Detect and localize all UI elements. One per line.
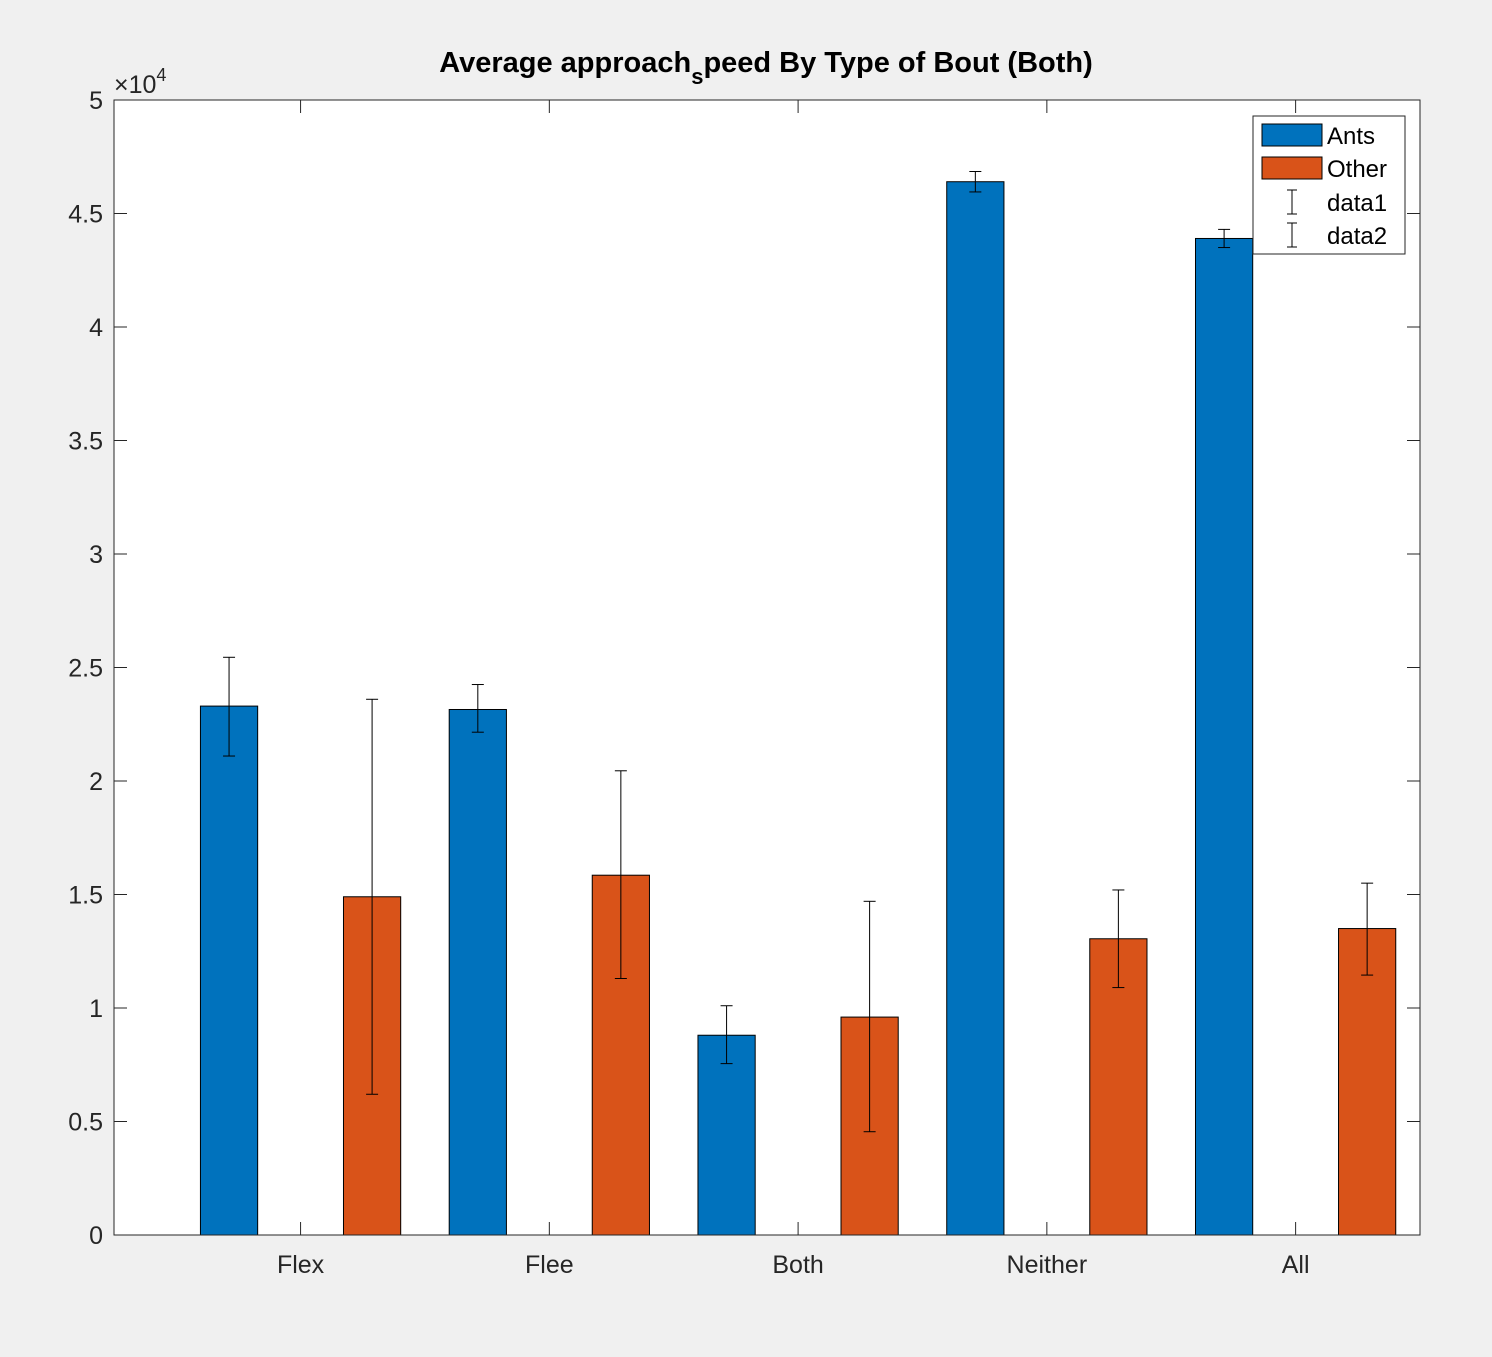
- errorbar-ants-all: [1218, 228, 1231, 249]
- bar-other-all: [1338, 928, 1397, 1236]
- x-tick-label-flex: Flex: [277, 1251, 325, 1279]
- y-tick-label: 2: [89, 768, 103, 796]
- y-tick-label: 0: [89, 1222, 103, 1250]
- y-tick-label: 5: [89, 87, 103, 115]
- bar-ants-flex: [199, 705, 259, 1236]
- errorbar-other-all: [1361, 882, 1374, 976]
- y-tick-label: 1: [89, 995, 103, 1023]
- bar-ants-neither: [946, 181, 1005, 1236]
- title-main: Average approach: [439, 47, 691, 79]
- legend-item-other[interactable]: Other: [1261, 156, 1387, 183]
- errorbar-other-flee: [614, 770, 627, 979]
- legend-swatch: [1261, 156, 1323, 180]
- x-tick-label-all: All: [1282, 1251, 1310, 1279]
- y-exponent-base: ×10: [114, 71, 156, 99]
- errorbar-other-both: [863, 900, 876, 1133]
- ticks-layer: [114, 99, 1420, 1236]
- bars-layer: [199, 181, 1397, 1236]
- legend-item-data1[interactable]: data1: [1287, 189, 1387, 217]
- legend-label: Ants: [1327, 123, 1375, 150]
- errorbar-other-flex: [366, 698, 379, 1095]
- y-tick-label: 4.5: [68, 201, 103, 229]
- legend-label: Other: [1327, 156, 1387, 183]
- legend-label: data2: [1327, 223, 1387, 250]
- legend-label: data1: [1327, 190, 1387, 217]
- chart-title: Average approachspeed By Type of Bout (B…: [439, 47, 1093, 89]
- errorbar-ants-flex: [223, 656, 236, 757]
- y-tick-label: 3: [89, 541, 103, 569]
- y-tick-labels: 0 0.5 1 1.5 2 2.5 3 3.5 4 4.5 5: [68, 87, 103, 1250]
- legend-item-ants[interactable]: Ants: [1261, 123, 1375, 150]
- y-tick-label: 3.5: [68, 428, 103, 456]
- y-exponent-power: 4: [156, 65, 166, 85]
- x-tick-label-both: Both: [772, 1251, 823, 1279]
- bar-ants-flee: [448, 708, 507, 1236]
- legend-item-data2[interactable]: data2: [1287, 222, 1387, 250]
- x-tick-label-neither: Neither: [1007, 1251, 1088, 1279]
- bar-other-neither: [1089, 938, 1148, 1236]
- y-tick-label: 4: [89, 314, 103, 342]
- x-tick-label-flee: Flee: [525, 1251, 574, 1279]
- x-tick-labels: Flex Flee Both Neither All: [277, 1251, 1310, 1279]
- errorbar-ants-neither: [969, 171, 982, 193]
- title-subscript: s: [691, 64, 703, 89]
- errorbar-ants-both: [720, 1005, 733, 1065]
- y-exponent-label: ×104: [114, 65, 166, 99]
- y-tick-label: 2.5: [68, 655, 103, 683]
- title-tail: peed By Type of Bout (Both): [703, 47, 1092, 79]
- bar-ants-both: [697, 1034, 756, 1236]
- y-tick-label: 0.5: [68, 1109, 103, 1137]
- legend-swatch: [1261, 123, 1323, 147]
- y-tick-label: 1.5: [68, 882, 103, 910]
- errorbars-layer: [223, 171, 1374, 1133]
- errorbar-ants-flee: [471, 684, 484, 733]
- errorbar-other-neither: [1112, 889, 1125, 989]
- legend[interactable]: Ants Other data1 data2: [1252, 115, 1406, 255]
- bar-ants-all: [1194, 237, 1254, 1236]
